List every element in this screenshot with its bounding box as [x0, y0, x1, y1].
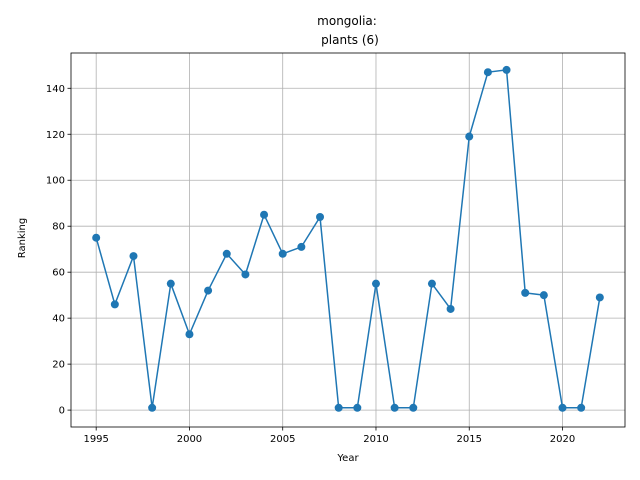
data-point	[595, 293, 604, 302]
grid	[71, 53, 625, 427]
x-tick-label: 2000	[177, 434, 202, 445]
y-tick-label: 60	[52, 268, 65, 279]
data-point	[166, 279, 175, 288]
data-point	[110, 300, 119, 309]
y-tick-label: 120	[46, 130, 65, 141]
data-point	[297, 242, 306, 251]
data-point	[129, 252, 138, 261]
series	[92, 65, 604, 412]
data-point	[204, 286, 213, 295]
data-point	[427, 279, 436, 288]
chart-title-line1: mongolia:	[317, 14, 377, 28]
y-axis-label: Ranking	[17, 218, 28, 258]
data-point	[409, 403, 418, 412]
y-tick-label: 40	[52, 314, 65, 325]
data-point	[521, 288, 530, 297]
x-tick-label: 2020	[550, 434, 575, 445]
data-point	[316, 213, 325, 222]
data-point	[260, 210, 269, 219]
data-point	[222, 249, 231, 258]
data-point	[465, 132, 474, 141]
data-point	[148, 403, 157, 412]
data-point	[502, 65, 511, 74]
x-tick-label: 2015	[457, 434, 482, 445]
data-point	[278, 249, 287, 258]
y-tick-label: 140	[46, 84, 65, 95]
x-tick-label: 2010	[363, 434, 388, 445]
data-point	[446, 304, 455, 313]
data-point	[577, 403, 586, 412]
data-point	[241, 270, 250, 279]
x-tick-label: 1995	[83, 434, 108, 445]
chart-title-line2: plants (6)	[321, 33, 379, 47]
data-point	[334, 403, 343, 412]
y-tick-label: 80	[52, 222, 65, 233]
data-point	[483, 68, 492, 77]
data-point	[353, 403, 362, 412]
y-tick-label: 100	[46, 176, 65, 187]
y-tick-label: 0	[59, 406, 65, 417]
data-point	[558, 403, 567, 412]
data-point	[92, 233, 101, 242]
data-point	[371, 279, 380, 288]
data-point	[390, 403, 399, 412]
series-line	[95, 69, 601, 409]
plot-frame	[70, 52, 626, 428]
axes: 1995 2000 2005 2010 2015 2020 0 20 40 60 80 100 120 1…	[46, 52, 626, 445]
data-point	[539, 291, 548, 300]
data-point	[185, 330, 194, 339]
y-tick-label: 20	[52, 360, 65, 371]
x-tick-label: 2005	[270, 434, 295, 445]
x-axis-label: Year	[336, 453, 359, 464]
